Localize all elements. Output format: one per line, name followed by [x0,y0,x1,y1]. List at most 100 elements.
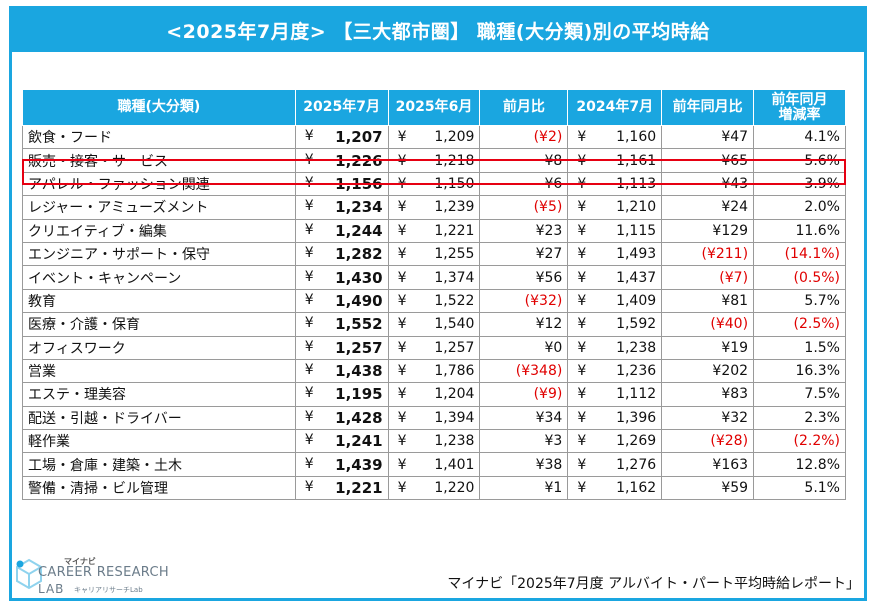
wage-jul-2025: ¥1,234 [294,195,389,220]
currency-symbol: ¥ [397,129,407,146]
wage-jun-2025: ¥1,209 [387,124,481,150]
wage-jul-2025: ¥1,438 [294,358,389,384]
header-jul-2025: 2025年7月 [294,89,389,126]
wage-jun-2025-value: 1,239 [434,199,475,216]
wage-jul-2025: ¥1,257 [294,335,389,360]
wage-jul-2024-value: 1,160 [616,129,657,146]
logo-line1: CAREER RESEARCH [38,565,169,580]
wage-jul-2024: ¥1,160 [567,124,663,150]
year-over-year-rate: 7.5% [753,382,846,407]
page-title: <2025年7月度> 【三大都市圏】 職種(大分類)別の平均時給 [12,9,864,52]
wage-jul-2025: ¥1,428 [294,405,389,431]
currency-symbol: ¥ [577,386,587,403]
job-category: 医療・介護・保育 [22,312,296,337]
currency-symbol: ¥ [304,455,314,472]
month-over-month: (¥32) [479,288,569,314]
year-over-year-rate: 4.1% [753,124,846,150]
year-over-year: (¥211) [661,241,755,267]
month-over-month: (¥348) [479,358,569,384]
wage-jun-2025-value: 1,218 [434,152,475,169]
wage-jun-2025: ¥1,221 [387,218,481,243]
wage-jun-2025-value: 1,209 [434,129,475,146]
wage-jul-2024: ¥1,113 [567,171,663,197]
wage-jun-2025: ¥1,255 [387,241,481,267]
year-over-year-rate: 11.6% [753,218,846,243]
table-row: 飲食・フード ¥1,207 ¥1,209 (¥2) ¥1,160 ¥47 4.1% [22,124,846,150]
cube-logo-icon [16,558,42,590]
wage-jul-2025-value: 1,428 [335,408,383,427]
wage-jul-2024: ¥1,493 [567,241,663,267]
wage-jul-2025-value: 1,221 [335,479,383,498]
wage-jul-2024-value: 1,238 [616,339,657,356]
wage-jul-2025: ¥1,156 [294,171,389,197]
wage-jul-2024: ¥1,238 [567,335,663,360]
currency-symbol: ¥ [304,408,314,425]
currency-symbol: ¥ [397,456,407,473]
wage-jul-2025-value: 1,257 [335,338,383,357]
wage-jun-2025: ¥1,150 [387,171,481,197]
currency-symbol: ¥ [577,199,587,216]
wage-jun-2025-value: 1,221 [434,222,475,239]
logo-maker: マイナビ [64,557,96,566]
year-over-year-rate: 2.3% [753,405,846,431]
currency-symbol: ¥ [577,152,587,169]
currency-symbol: ¥ [397,480,407,497]
wage-jul-2024: ¥1,437 [567,265,663,290]
table-body: 飲食・フード ¥1,207 ¥1,209 (¥2) ¥1,160 ¥47 4.1% 販売・接客… [22,124,846,501]
table-row: 配送・引越・ドライバー ¥1,428 ¥1,394 ¥34 ¥1,396 ¥32 2.3% [22,405,846,431]
job-category: 販売・接客・サービス [22,148,296,173]
wage-jun-2025: ¥1,374 [387,265,481,290]
year-over-year: ¥47 [661,124,755,150]
wage-table: 職種(大分類) 2025年7月 2025年6月 前月比 2024年7月 前年同月… [22,89,846,501]
job-category: 営業 [22,358,296,384]
currency-symbol: ¥ [304,432,314,449]
wage-jul-2024: ¥1,409 [567,288,663,314]
currency-symbol: ¥ [304,174,314,191]
wage-jun-2025-value: 1,257 [434,339,475,356]
year-over-year: ¥24 [661,195,755,220]
table-row: 工場・倉庫・建築・土木 ¥1,439 ¥1,401 ¥38 ¥1,276 ¥163 12.8… [22,452,846,477]
month-over-month: ¥23 [479,218,569,243]
wage-jul-2024: ¥1,236 [567,358,663,384]
job-category: 配送・引越・ドライバー [22,405,296,431]
wage-jun-2025-value: 1,522 [434,292,475,309]
wage-jul-2025-value: 1,490 [335,291,383,310]
header-yoy: 前年同月比 [661,89,755,126]
currency-symbol: ¥ [577,222,587,239]
year-over-year: ¥81 [661,288,755,314]
wage-jul-2024-value: 1,112 [616,386,657,403]
year-over-year: ¥65 [661,148,755,173]
header-job: 職種(大分類) [22,89,296,126]
wage-jul-2024: ¥1,276 [567,452,663,477]
table-row: エステ・理美容 ¥1,195 ¥1,204 (¥9) ¥1,112 ¥83 7.5% [22,382,846,407]
year-over-year: ¥59 [661,475,755,501]
currency-symbol: ¥ [577,456,587,473]
currency-symbol: ¥ [304,268,314,285]
wage-jun-2025: ¥1,522 [387,288,481,314]
currency-symbol: ¥ [304,198,314,215]
wage-jun-2025: ¥1,220 [387,475,481,501]
month-over-month: (¥5) [479,195,569,220]
career-research-lab-logo: マイナビ CAREER RESEARCH LAB キャリアリサーチLab [14,556,204,600]
table-row: レジャー・アミューズメント ¥1,234 ¥1,239 (¥5) ¥1,210 ¥24 2.… [22,195,846,220]
currency-symbol: ¥ [304,362,314,379]
wage-jul-2025: ¥1,221 [294,475,389,501]
job-category: レジャー・アミューズメント [22,195,296,220]
currency-symbol: ¥ [577,292,587,309]
wage-jul-2025: ¥1,195 [294,382,389,407]
logo-line2: LAB [38,582,65,596]
currency-symbol: ¥ [577,409,587,426]
wage-jul-2025: ¥1,226 [294,148,389,173]
table-row: 軽作業 ¥1,241 ¥1,238 ¥3 ¥1,269 (¥28) (2.2%) [22,429,846,454]
year-over-year-rate: 12.8% [753,452,846,477]
header-jul-2024: 2024年7月 [567,89,663,126]
wage-jul-2025-value: 1,241 [335,432,383,451]
month-over-month: ¥34 [479,405,569,431]
currency-symbol: ¥ [577,363,587,380]
month-over-month: (¥2) [479,124,569,150]
currency-symbol: ¥ [304,245,314,262]
wage-jul-2025: ¥1,490 [294,288,389,314]
year-over-year-rate: 5.1% [753,475,846,501]
currency-symbol: ¥ [577,316,587,333]
month-over-month: ¥12 [479,312,569,337]
